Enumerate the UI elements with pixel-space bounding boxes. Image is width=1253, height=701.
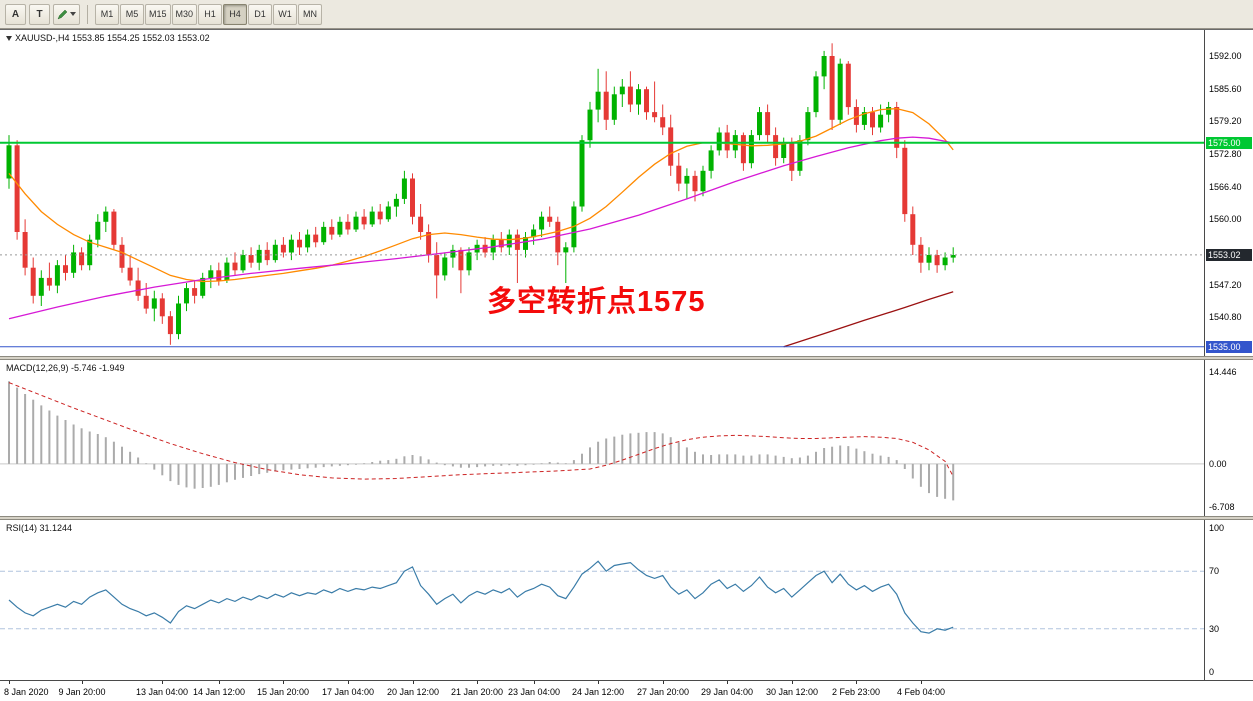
rsi-header: RSI(14) 31.1244 [6, 523, 72, 533]
rsi-header-text: RSI(14) 31.1244 [6, 523, 73, 533]
time-axis-label: 2 Feb 23:00 [831, 687, 881, 697]
current-price-tag: 1553.02 [1206, 249, 1252, 261]
pane-splitter-1[interactable] [0, 356, 1253, 360]
time-axis-label: 14 Jan 12:00 [192, 687, 246, 697]
macd-axis-label: 14.446 [1209, 367, 1237, 377]
rsi-axis-label: 100 [1209, 523, 1225, 533]
time-tick [219, 681, 220, 684]
timeframe-toolbar: M1 M5 M15 M30 H1 H4 D1 W1 MN [95, 3, 323, 25]
price-axis-label: 1540.80 [1209, 312, 1242, 322]
time-axis-label: 21 Jan 20:00 [450, 687, 504, 697]
time-axis-label: 8 Jan 2020 [4, 687, 49, 697]
timeframe-button-m15[interactable]: M15 [145, 3, 171, 25]
rsi-chart-canvas[interactable] [0, 520, 1204, 680]
time-tick [534, 681, 535, 684]
time-axis-label: 13 Jan 04:00 [135, 687, 189, 697]
timeframe-button-m5[interactable]: M5 [120, 3, 144, 25]
time-tick [792, 681, 793, 684]
time-axis-label: 24 Jan 12:00 [571, 687, 625, 697]
toolbar: A T M1 M5 M15 M30 H1 H4 D1 W1 MN [0, 0, 1253, 29]
price-axis-label: 1547.20 [1209, 280, 1242, 290]
macd-chart-canvas[interactable] [0, 360, 1204, 516]
time-tick [663, 681, 664, 684]
chart-window: XAUUSD-,H4 1553.85 1554.25 1552.03 1553.… [0, 29, 1253, 701]
symbol-triangle-icon [6, 35, 12, 41]
toolbar-separator [87, 4, 88, 24]
chart-annotation-text: 多空转折点1575 [487, 286, 706, 318]
pane-splitter-2[interactable] [0, 516, 1253, 520]
pencil-icon [57, 9, 68, 19]
time-tick [856, 681, 857, 684]
price-axis-label: 1585.60 [1209, 84, 1242, 94]
time-tick [921, 681, 922, 684]
chevron-down-icon [70, 12, 76, 16]
macd-axis-label: -6.708 [1209, 502, 1235, 512]
candlestick-chart-canvas[interactable] [0, 30, 1204, 356]
rsi-axis-label: 30 [1209, 624, 1220, 634]
price-level-tag: 1535.00 [1206, 341, 1252, 353]
time-tick [477, 681, 478, 684]
timeframe-button-mn[interactable]: MN [298, 3, 323, 25]
rsi-axis-label: 0 [1209, 667, 1215, 677]
arrow-tool-button[interactable]: A [5, 3, 26, 25]
time-axis-label: 29 Jan 04:00 [700, 687, 754, 697]
price-axis-label: 1579.20 [1209, 116, 1242, 126]
macd-header: MACD(12,26,9) -5.746 -1.949 [6, 363, 125, 373]
price-axis-label: 1592.00 [1209, 51, 1242, 61]
time-axis-label: 30 Jan 12:00 [765, 687, 819, 697]
macd-header-text: MACD(12,26,9) -5.746 -1.949 [6, 363, 125, 373]
text-tool-button[interactable]: T [29, 3, 50, 25]
price-level-tag: 1575.00 [1206, 137, 1252, 149]
time-tick [9, 681, 10, 684]
time-axis-label: 9 Jan 20:00 [58, 687, 106, 697]
rsi-axis-label: 70 [1209, 566, 1220, 576]
time-tick [598, 681, 599, 684]
timeframe-button-w1[interactable]: W1 [273, 3, 298, 25]
macd-axis-label: 0.00 [1209, 459, 1227, 469]
time-tick [283, 681, 284, 684]
main-chart-header-text: XAUUSD-,H4 1553.85 1554.25 1552.03 1553.… [15, 33, 210, 43]
time-tick [162, 681, 163, 684]
timeframe-button-h4[interactable]: H4 [223, 3, 248, 25]
macd-pane[interactable]: MACD(12,26,9) -5.746 -1.949 [0, 360, 1204, 516]
timeframe-button-d1[interactable]: D1 [248, 3, 273, 25]
main-chart-pane[interactable]: XAUUSD-,H4 1553.85 1554.25 1552.03 1553.… [0, 30, 1204, 356]
time-axis-label: 15 Jan 20:00 [256, 687, 310, 697]
drawing-tools-button[interactable] [53, 3, 80, 25]
price-axis-label: 1560.00 [1209, 214, 1242, 224]
timeframe-button-h1[interactable]: H1 [198, 3, 223, 25]
time-axis-label: 20 Jan 12:00 [386, 687, 440, 697]
main-price-axis: 1592.00 1585.60 1579.20 1572.80 1566.40 1560.… [1204, 30, 1253, 356]
rsi-axis: 100 70 30 0 [1204, 520, 1253, 680]
price-axis-label: 1566.40 [1209, 182, 1242, 192]
rsi-pane[interactable]: RSI(14) 31.1244 [0, 520, 1204, 680]
time-tick [82, 681, 83, 684]
timeframe-button-m30[interactable]: M30 [171, 3, 198, 25]
timeframe-button-m1[interactable]: M1 [95, 3, 119, 25]
main-chart-header: XAUUSD-,H4 1553.85 1554.25 1552.03 1553.… [6, 33, 210, 43]
time-axis-label: 27 Jan 20:00 [636, 687, 690, 697]
time-axis-label: 23 Jan 04:00 [507, 687, 561, 697]
time-axis-label: 4 Feb 04:00 [896, 687, 946, 697]
time-tick [727, 681, 728, 684]
time-axis[interactable]: 8 Jan 2020 9 Jan 20:00 13 Jan 04:00 14 Jan … [0, 680, 1253, 701]
time-tick [348, 681, 349, 684]
time-axis-label: 17 Jan 04:00 [321, 687, 375, 697]
macd-axis: 14.446 0.00 -6.708 [1204, 360, 1253, 516]
price-axis-label: 1572.80 [1209, 149, 1242, 159]
time-tick [413, 681, 414, 684]
